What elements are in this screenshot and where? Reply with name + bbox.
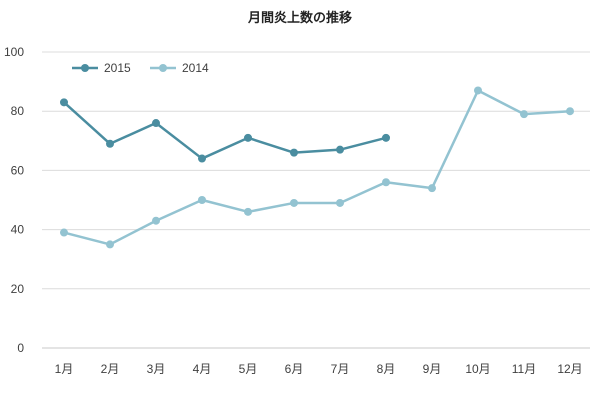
data-point bbox=[106, 240, 114, 249]
gridlines bbox=[42, 51, 590, 349]
x-tick-label: 3月 bbox=[147, 362, 166, 376]
series-lines bbox=[60, 86, 574, 249]
legend-item: 2014 bbox=[150, 61, 209, 75]
chart-title: 月間炎上数の推移 bbox=[247, 10, 352, 26]
data-point bbox=[244, 133, 252, 142]
legend-item: 2015 bbox=[72, 61, 131, 75]
x-tick-label: 10月 bbox=[465, 362, 490, 376]
data-point bbox=[336, 145, 344, 154]
x-tick-label: 9月 bbox=[423, 362, 442, 376]
y-tick-label: 80 bbox=[11, 104, 25, 118]
y-tick-label: 40 bbox=[11, 223, 25, 237]
series-2015 bbox=[60, 98, 390, 163]
data-point bbox=[152, 119, 160, 128]
data-point bbox=[566, 107, 574, 116]
data-point bbox=[382, 133, 390, 142]
legend-marker bbox=[81, 64, 89, 72]
y-tick-label: 20 bbox=[11, 282, 25, 296]
data-point bbox=[520, 110, 528, 119]
legend-marker bbox=[159, 64, 167, 72]
data-point bbox=[106, 139, 114, 148]
data-point bbox=[382, 178, 390, 187]
x-tick-label: 1月 bbox=[55, 362, 74, 376]
legend: 2015 2014 bbox=[72, 61, 209, 75]
data-point bbox=[474, 86, 482, 95]
x-tick-label: 8月 bbox=[377, 362, 396, 376]
data-point bbox=[290, 148, 298, 157]
y-tick-label: 100 bbox=[4, 45, 24, 59]
data-point bbox=[290, 198, 298, 207]
data-point bbox=[198, 154, 206, 163]
series-line bbox=[62, 101, 388, 160]
x-axis-ticks: 1月 2月 3月 4月 5月 6月 7月 8月 9月 10月 11月 12月 bbox=[55, 362, 583, 376]
legend-label: 2014 bbox=[182, 61, 209, 75]
data-point bbox=[428, 184, 436, 193]
data-point bbox=[60, 98, 68, 107]
data-point bbox=[60, 228, 68, 237]
data-point bbox=[152, 216, 160, 225]
x-tick-label: 4月 bbox=[193, 362, 212, 376]
y-tick-label: 60 bbox=[11, 163, 25, 177]
data-point bbox=[336, 198, 344, 207]
data-point bbox=[244, 207, 252, 216]
x-tick-label: 5月 bbox=[239, 362, 258, 376]
series-line bbox=[62, 89, 572, 246]
data-point bbox=[198, 196, 206, 204]
x-tick-label: 12月 bbox=[557, 362, 582, 376]
series-2014 bbox=[60, 86, 574, 249]
y-tick-label: 0 bbox=[17, 341, 24, 355]
x-tick-label: 2月 bbox=[101, 362, 120, 376]
x-tick-label: 7月 bbox=[331, 362, 350, 376]
x-tick-label: 11月 bbox=[512, 362, 536, 376]
x-tick-label: 6月 bbox=[285, 362, 304, 376]
legend-label: 2015 bbox=[104, 61, 131, 75]
y-axis-ticks: 0 20 40 60 80 100 bbox=[4, 45, 24, 355]
